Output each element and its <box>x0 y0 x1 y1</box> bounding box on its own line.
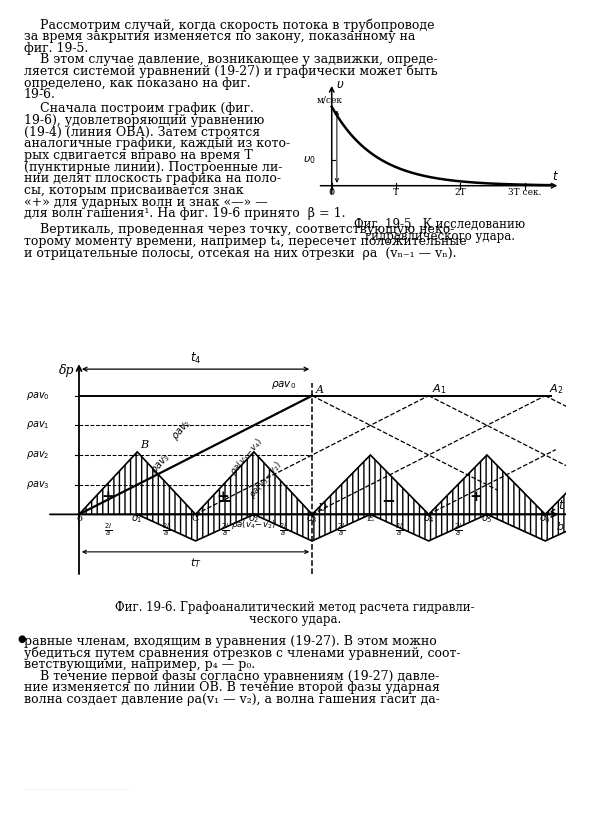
Text: −: − <box>218 491 232 509</box>
Text: $o_3$: $o_3$ <box>306 513 318 525</box>
Polygon shape <box>195 451 312 515</box>
Text: аналогичные графики, каждый из кото-: аналогичные графики, каждый из кото- <box>24 137 290 151</box>
Text: $\frac{2l}{a}$: $\frac{2l}{a}$ <box>104 521 112 538</box>
Text: ческого удара.: ческого удара. <box>249 613 341 626</box>
Text: $A_2$: $A_2$ <box>549 382 563 397</box>
Text: $o_4$: $o_4$ <box>422 513 435 525</box>
Text: $\rho a v_3$: $\rho a v_3$ <box>149 451 173 476</box>
Text: +: + <box>101 490 114 504</box>
Text: Вертикаль, проведенная через точку, соответствующую неко-: Вертикаль, проведенная через точку, соот… <box>24 223 454 237</box>
Text: сы, которым присваивается знак: сы, которым присваивается знак <box>24 184 243 197</box>
Text: гидравлического удара.: гидравлического удара. <box>365 230 514 243</box>
Text: $t_T$: $t_T$ <box>190 556 201 571</box>
Text: ●: ● <box>18 635 26 644</box>
Text: (пунктирные линии). Построенные ли-: (пунктирные линии). Построенные ли- <box>24 161 282 174</box>
Text: $t_4$: $t_4$ <box>190 351 201 366</box>
Text: $\rho a v_0$: $\rho a v_0$ <box>26 390 50 402</box>
Polygon shape <box>137 515 254 541</box>
Text: за время закрытия изменяется по закону, показанному на: за время закрытия изменяется по закону, … <box>24 30 415 43</box>
Text: $o_6$: $o_6$ <box>539 513 551 525</box>
Text: убедиться путем сравнения отрезков с членами уравнений, соот-: убедиться путем сравнения отрезков с чле… <box>24 646 460 660</box>
Polygon shape <box>545 455 590 515</box>
Text: для волн гашения¹. На фиг. 19-6 принято  β = 1.: для волн гашения¹. На фиг. 19-6 принято … <box>24 207 345 221</box>
Text: В этом случае давление, возникающее у задвижки, опреде-: В этом случае давление, возникающее у за… <box>24 53 437 67</box>
Polygon shape <box>312 455 429 515</box>
Text: $\frac{2l}{a}$: $\frac{2l}{a}$ <box>337 521 345 538</box>
Polygon shape <box>371 515 487 541</box>
Text: $\rho a v_2$: $\rho a v_2$ <box>170 416 195 442</box>
Text: $\frac{2l}{a}$: $\frac{2l}{a}$ <box>279 521 287 538</box>
Text: и отрицательные полосы, отсекая на них отрезки  ρa  (vₙ₋₁ — vₙ).: и отрицательные полосы, отсекая на них о… <box>24 247 456 260</box>
Text: E: E <box>367 514 374 523</box>
Text: В течение первой фазы согласно уравнениям (19-27) давле-: В течение первой фазы согласно уравнения… <box>24 670 439 683</box>
Text: $\rho a(v_4\!-\!v_2)$: $\rho a(v_4\!-\!v_2)$ <box>231 518 276 531</box>
Text: $\rho a v_2$: $\rho a v_2$ <box>27 449 50 461</box>
Text: $υ_0$: $υ_0$ <box>303 154 316 166</box>
Text: Рассмотрим случай, когда скорость потока в трубопроводе: Рассмотрим случай, когда скорость потока… <box>24 18 434 32</box>
Text: $\frac{2l}{a}$: $\frac{2l}{a}$ <box>221 521 229 538</box>
Text: $o_5$: $o_5$ <box>481 513 493 525</box>
Text: $t$: $t$ <box>559 499 566 511</box>
Text: C: C <box>192 514 199 523</box>
Text: Фиг. 19-6. Графоаналитический метод расчета гидравли-: Фиг. 19-6. Графоаналитический метод расч… <box>115 601 475 615</box>
Text: +: + <box>217 490 230 504</box>
Text: нии делят плоскость графика на поло-: нии делят плоскость графика на поло- <box>24 172 281 186</box>
Text: $\frac{2l}{a}$: $\frac{2l}{a}$ <box>162 521 171 538</box>
Text: $\frac{2l}{a}$: $\frac{2l}{a}$ <box>395 521 404 538</box>
Text: 19-6), удовлетворяющий уравнению: 19-6), удовлетворяющий уравнению <box>24 114 264 127</box>
Polygon shape <box>487 515 590 541</box>
Text: 19-6.: 19-6. <box>24 88 55 102</box>
Text: D: D <box>317 502 326 512</box>
Text: Фиг. 19-5.  К исследованию: Фиг. 19-5. К исследованию <box>354 218 525 232</box>
Text: $\rho a v_0$: $\rho a v_0$ <box>271 379 296 391</box>
Text: м/сек: м/сек <box>316 96 342 105</box>
Text: A: A <box>316 385 324 395</box>
Text: $o_2$: $o_2$ <box>248 513 260 525</box>
Text: −: − <box>381 491 395 509</box>
Text: торому моменту времени, например t₄, пересечет положительные: торому моменту времени, например t₄, пер… <box>24 235 466 248</box>
Text: волна создает давление ρa(v₁ — v₂), а волна гашения гасит да-: волна создает давление ρa(v₁ — v₂), а во… <box>24 693 440 706</box>
Text: ляется системой уравнений (19-27) и графически может быть: ляется системой уравнений (19-27) и граф… <box>24 65 437 78</box>
Text: определено, как показано на фиг.: определено, как показано на фиг. <box>24 77 250 90</box>
Text: ветствующими, например, p₄ — p₀.: ветствующими, например, p₄ — p₀. <box>24 658 255 671</box>
Text: $o_1$: $o_1$ <box>132 513 143 525</box>
Text: «+» для ударных волн и знак «—» —: «+» для ударных волн и знак «—» — <box>24 196 267 209</box>
Text: рых сдвигается вправо на время Т: рых сдвигается вправо на время Т <box>24 149 253 162</box>
Polygon shape <box>79 451 195 515</box>
Text: 2T: 2T <box>455 188 466 197</box>
Text: o: o <box>76 514 82 523</box>
Text: ние изменяется по линии ОВ. В течение второй фазы ударная: ние изменяется по линии ОВ. В течение вт… <box>24 681 440 695</box>
Text: T: T <box>393 188 399 197</box>
Text: B: B <box>140 440 148 450</box>
Text: $\rho a v_3$: $\rho a v_3$ <box>26 479 50 491</box>
Text: 0: 0 <box>329 188 335 197</box>
Text: $\rho a(v_2\!-\!v_4)$: $\rho a(v_2\!-\!v_4)$ <box>227 436 266 478</box>
Text: $t$: $t$ <box>552 170 559 183</box>
Text: $υ$: $υ$ <box>336 77 344 91</box>
Text: $\frac{2l}{a}$: $\frac{2l}{a}$ <box>454 521 462 538</box>
Text: $\rho a(v_3\!-\!v_2)$: $\rho a(v_3\!-\!v_2)$ <box>246 458 285 501</box>
Text: $b$: $b$ <box>556 520 565 532</box>
Text: Сначала построим график (фиг.: Сначала построим график (фиг. <box>24 102 254 116</box>
Text: $A_1$: $A_1$ <box>432 382 447 397</box>
Text: фиг. 19-5.: фиг. 19-5. <box>24 42 88 55</box>
Text: (19-4) (линия ОВА). Затем строятся: (19-4) (линия ОВА). Затем строятся <box>24 126 260 139</box>
Polygon shape <box>429 455 545 515</box>
Text: равные членам, входящим в уравнения (19-27). В этом можно: равные членам, входящим в уравнения (19-… <box>24 635 437 648</box>
Text: 3T сек.: 3T сек. <box>508 188 542 197</box>
Text: +: + <box>469 490 481 504</box>
Text: δp: δp <box>59 365 75 377</box>
Text: $\rho a v_1$: $\rho a v_1$ <box>27 419 50 431</box>
Polygon shape <box>254 515 371 541</box>
